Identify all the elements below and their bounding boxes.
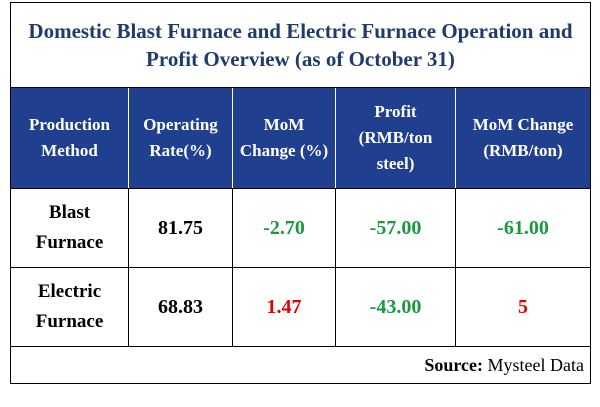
table-title: Domestic Blast Furnace and Electric Furn… — [10, 2, 591, 88]
overview-table: Domestic Blast Furnace and Electric Furn… — [10, 2, 591, 384]
source-text: Mysteel Data — [487, 354, 584, 375]
method-cell: Blast Furnace — [10, 188, 129, 268]
data-row: Blast Furnace 81.75 -2.70 -57.00 -61.00 — [10, 188, 591, 268]
source-row: Source: Mysteel Data — [10, 346, 591, 384]
value-cell: -57.00 — [335, 188, 456, 268]
source-cell: Source: Mysteel Data — [10, 346, 591, 384]
header-cell: MoM Change (RMB/ton) — [455, 87, 591, 189]
value-cell: -43.00 — [335, 267, 456, 347]
data-row: Electric Furnace 68.83 1.47 -43.00 5 — [10, 267, 591, 347]
header-row: Production Method Operating Rate(%) MoM … — [10, 87, 591, 189]
header-cell: Operating Rate(%) — [128, 87, 233, 189]
value-cell: -2.70 — [232, 188, 336, 268]
method-cell: Electric Furnace — [10, 267, 129, 347]
value-cell: 1.47 — [232, 267, 336, 347]
value-cell: 5 — [455, 267, 591, 347]
value-cell: -61.00 — [455, 188, 591, 268]
header-cell: Production Method — [10, 87, 129, 189]
source-label: Source: — [424, 354, 484, 375]
value-cell: 68.83 — [128, 267, 233, 347]
value-cell: 81.75 — [128, 188, 233, 268]
title-row: Domestic Blast Furnace and Electric Furn… — [10, 2, 591, 88]
header-cell: Profit (RMB/ton steel) — [335, 87, 456, 189]
header-cell: MoM Change (%) — [232, 87, 336, 189]
